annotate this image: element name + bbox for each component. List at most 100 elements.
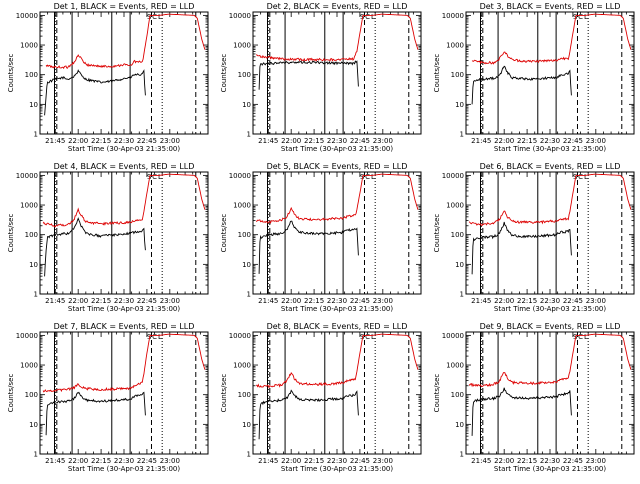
y-tick-label: 100 [238,391,251,399]
marker-l: L [584,173,588,181]
marker-l: L [371,173,375,181]
y-tick-label: 10000 [229,172,251,180]
x-tick-label: 21:45 [258,457,278,465]
y-axis-label: Counts/sec [7,374,15,413]
y-tick-label: 100 [451,391,464,399]
y-tick-label: 10000 [16,172,38,180]
x-axis-label: Start Time (30-Apr-03 21:35:00) [281,465,393,473]
y-tick-label: 1000 [20,362,38,370]
x-tick-label: 22:45 [563,457,583,465]
panel-title: Det 1, BLACK = Events, RED = LLD [54,2,195,11]
series-events-line [471,387,572,436]
y-tick-label: 100 [451,71,464,79]
panel-title: Det 4, BLACK = Events, RED = LLD [54,162,195,171]
y-tick-label: 1000 [446,362,464,370]
panel-title: Det 9, BLACK = Events, RED = LLD [480,322,621,331]
x-tick-label: 22:15 [91,297,111,305]
x-tick-label: 22:30 [327,137,347,145]
y-tick-label: 1 [460,291,464,299]
x-tick-label: 22:00 [281,297,301,305]
panel-det-8: Det 8, BLACK = Events, RED = LLD 1 10 100 10… [220,322,422,473]
y-tick-label: 100 [451,231,464,239]
plot-frame [252,11,422,135]
x-axis-label: Start Time (30-Apr-03 21:35:00) [68,465,180,473]
y-tick-label: 10 [29,101,38,109]
y-tick-label: 100 [238,231,251,239]
y-tick-label: 1000 [233,362,251,370]
y-tick-label: 100 [25,231,38,239]
x-tick-label: 22:45 [137,457,157,465]
x-tick-label: 21:45 [471,137,491,145]
x-tick-label: 22:15 [91,137,111,145]
x-tick-label: 22:00 [68,297,88,305]
y-tick-label: 1 [247,451,251,459]
series-lld-line [256,333,419,389]
series-lld-line [255,173,419,224]
y-tick-label: 10 [242,421,251,429]
x-tick-label: 21:45 [471,457,491,465]
panel-title: Det 2, BLACK = Events, RED = LLD [267,2,408,11]
series-lld-line [468,333,632,388]
y-tick-label: 10000 [16,12,38,20]
marker-c: C [365,13,370,21]
x-tick-label: 22:30 [540,137,560,145]
plot-frame [465,171,635,295]
y-tick-label: 10 [29,261,38,269]
panel-det-3: Det 3, BLACK = Events, RED = LLD 1 10 100 10… [433,2,635,153]
x-tick-label: 22:45 [563,297,583,305]
x-tick-label: 22:00 [494,297,514,305]
series-events-line [258,220,359,274]
marker-l: L [371,13,375,21]
x-tick-label: 22:00 [68,137,88,145]
series-lld-line [42,173,206,228]
x-tick-label: 22:00 [494,457,514,465]
x-tick-label: 21:45 [45,137,65,145]
x-tick-label: 22:30 [114,297,134,305]
marker-c: C [152,13,157,21]
y-tick-label: 10 [242,101,251,109]
x-tick-label: 23:00 [373,137,393,145]
x-tick-label: 23:00 [160,457,180,465]
y-tick-label: 10 [242,261,251,269]
x-tick-label: 22:00 [68,457,88,465]
y-tick-label: 1000 [446,202,464,210]
series-events-line [45,391,146,436]
y-axis-label: Counts/sec [220,214,228,253]
plot-frame [465,11,635,135]
x-tick-label: 22:15 [91,457,111,465]
series-events-line [44,217,146,277]
panel-title: Det 3, BLACK = Events, RED = LLD [480,2,621,11]
x-tick-label: 22:15 [517,297,537,305]
marker-l: L [371,333,375,341]
x-axis-label: Start Time (30-Apr-03 21:35:00) [494,145,606,153]
series-lld-line [468,173,632,227]
x-tick-label: 22:30 [540,457,560,465]
x-tick-label: 21:45 [471,297,491,305]
y-tick-label: 100 [238,71,251,79]
y-axis-label: Counts/sec [433,214,441,253]
x-axis-label: Start Time (30-Apr-03 21:35:00) [494,465,606,473]
series-events-line [471,221,572,275]
marker-c: C [152,173,157,181]
y-tick-label: 100 [25,391,38,399]
x-tick-label: 22:15 [517,137,537,145]
y-tick-label: 10 [455,261,464,269]
marker-c: C [365,333,370,341]
y-axis-label: Counts/sec [220,54,228,93]
marker-c: C [365,173,370,181]
x-tick-label: 22:00 [494,137,514,145]
y-axis-label: Counts/sec [220,374,228,413]
x-tick-label: 22:45 [137,137,157,145]
y-tick-label: 1 [34,291,38,299]
y-tick-label: 10000 [16,332,38,340]
series-events-line [471,65,572,105]
series-events-line [258,60,359,90]
y-tick-label: 10000 [442,172,464,180]
x-tick-label: 22:15 [304,137,324,145]
x-tick-label: 22:15 [304,457,324,465]
x-axis-label: Start Time (30-Apr-03 21:35:00) [494,305,606,313]
y-tick-label: 100 [25,71,38,79]
marker-l: L [584,13,588,21]
x-tick-label: 23:00 [586,457,606,465]
